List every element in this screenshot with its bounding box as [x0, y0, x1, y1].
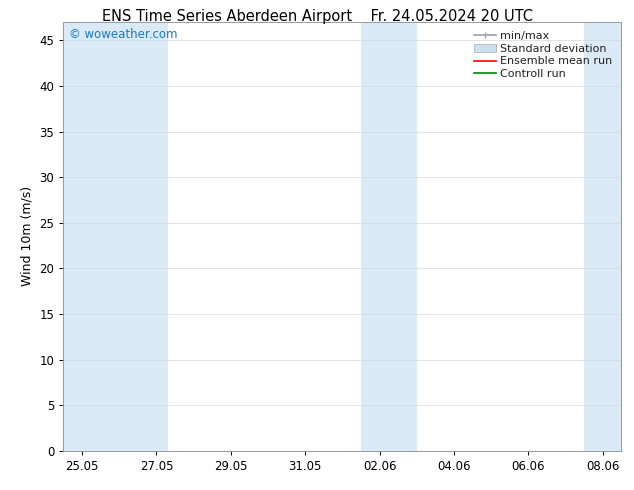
- Bar: [63, 22, 138, 451]
- Legend: min/max, Standard deviation, Ensemble mean run, Controll run: min/max, Standard deviation, Ensemble me…: [470, 27, 616, 83]
- Text: ENS Time Series Aberdeen Airport    Fr. 24.05.2024 20 UTC: ENS Time Series Aberdeen Airport Fr. 24.…: [101, 9, 533, 24]
- Text: © woweather.com: © woweather.com: [69, 28, 178, 42]
- Bar: [361, 22, 417, 451]
- Y-axis label: Wind 10m (m/s): Wind 10m (m/s): [21, 186, 34, 287]
- Bar: [584, 22, 621, 451]
- Bar: [138, 22, 167, 451]
